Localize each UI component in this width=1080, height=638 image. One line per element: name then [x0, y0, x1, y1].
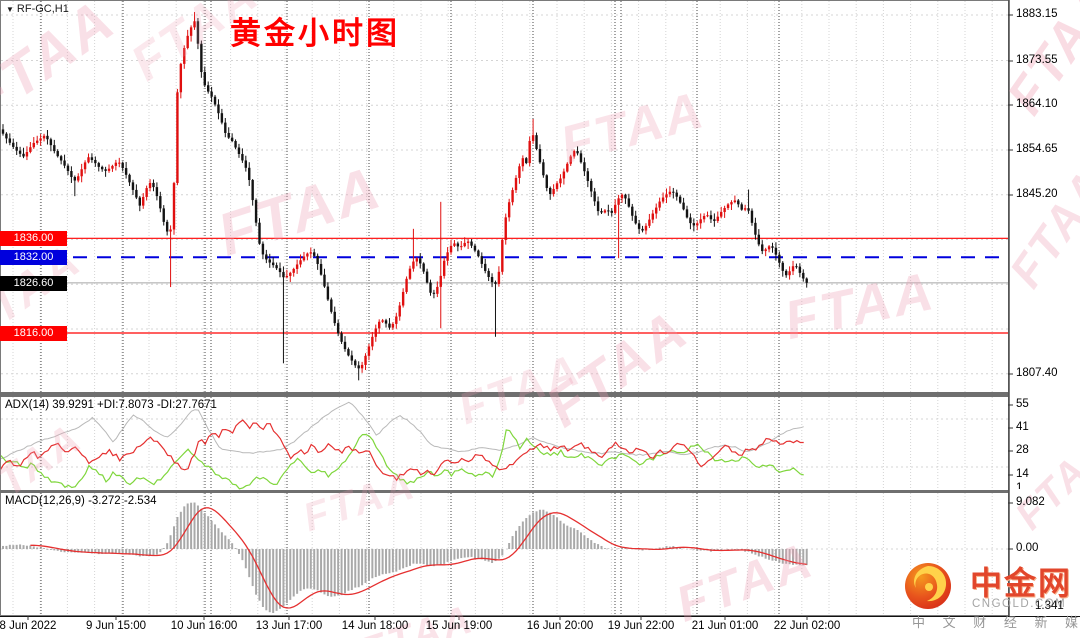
cngold-logo-icon — [905, 563, 951, 609]
price-axis-label: 1883.15 — [1016, 8, 1058, 20]
time-axis-label: 8 Jun 2022 — [0, 620, 57, 632]
macd-axis-label: 9.082 — [1016, 496, 1045, 508]
adx-axis-label-clipped: 1 — [1016, 482, 1023, 489]
cngold-logo-text: 中金网 — [970, 565, 1073, 601]
price-axis-label: 1873.55 — [1016, 54, 1058, 66]
time-axis-label: 16 Jun 20:00 — [526, 620, 594, 632]
time-axis-label: 21 Jun 01:00 — [691, 620, 759, 632]
price-axis-label: 1807.40 — [1016, 367, 1058, 379]
adx-indicator-label: ADX(14) 39.9291 +DI:7.8073 -DI:27.7671 — [5, 399, 217, 411]
price-badge: 1826.60 — [0, 275, 67, 291]
cngold-tagline-text: 中 文 财 经 新 媒 体 — [912, 615, 1080, 630]
time-axis-label: 9 Jun 15:00 — [85, 620, 147, 632]
macd-signal-line — [30, 507, 807, 609]
adx-axis-label: 14 — [1016, 468, 1029, 480]
candlesticks — [1, 11, 808, 381]
time-axis-label: 13 Jun 17:00 — [255, 620, 323, 632]
time-axis-label: 10 Jun 16:00 — [170, 620, 238, 632]
price-axis-label: 1864.10 — [1016, 98, 1058, 110]
axis-ticks — [27, 14, 1013, 620]
cngold-domain-text: CNGOLD.COM — [972, 598, 1067, 610]
adx-axis-label: 55 — [1016, 398, 1029, 410]
time-axis-label: 14 Jun 18:00 — [341, 620, 409, 632]
adx-lines — [1, 401, 804, 490]
price-badge: 1832.00 — [0, 249, 67, 265]
grid-lines — [1, 1, 1008, 615]
dropdown-triangle-icon: ▼ — [6, 5, 14, 14]
adx-axis-label: 41 — [1016, 421, 1029, 433]
time-axis-label: 15 Jun 19:00 — [425, 620, 493, 632]
time-axis-label: 19 Jun 22:00 — [607, 620, 675, 632]
chart-title: 黄金小时图 — [230, 16, 400, 51]
adx-axis-label: 28 — [1016, 444, 1029, 456]
price-badge: 1816.00 — [0, 325, 67, 341]
price-axis-label: 1854.65 — [1016, 143, 1058, 155]
price-badge: 1836.00 — [0, 230, 67, 246]
time-axis-label: 22 Jun 02:00 — [773, 620, 841, 632]
price-level-lines[interactable] — [1, 237, 1008, 334]
price-axis-label: 1845.20 — [1016, 188, 1058, 200]
macd-indicator-label: MACD(12,26,9) -3.272 -2.534 — [5, 495, 157, 507]
symbol-text: RF-GC,H1 — [16, 3, 69, 15]
pane-frames — [0, 0, 1080, 617]
macd-axis-bottom-label: 1.341 — [1035, 600, 1064, 612]
macd-histogram — [2, 502, 808, 613]
symbol-dropdown[interactable]: ▼ RF-GC,H1 — [6, 3, 69, 15]
macd-axis-label: 0.00 — [1016, 542, 1039, 554]
